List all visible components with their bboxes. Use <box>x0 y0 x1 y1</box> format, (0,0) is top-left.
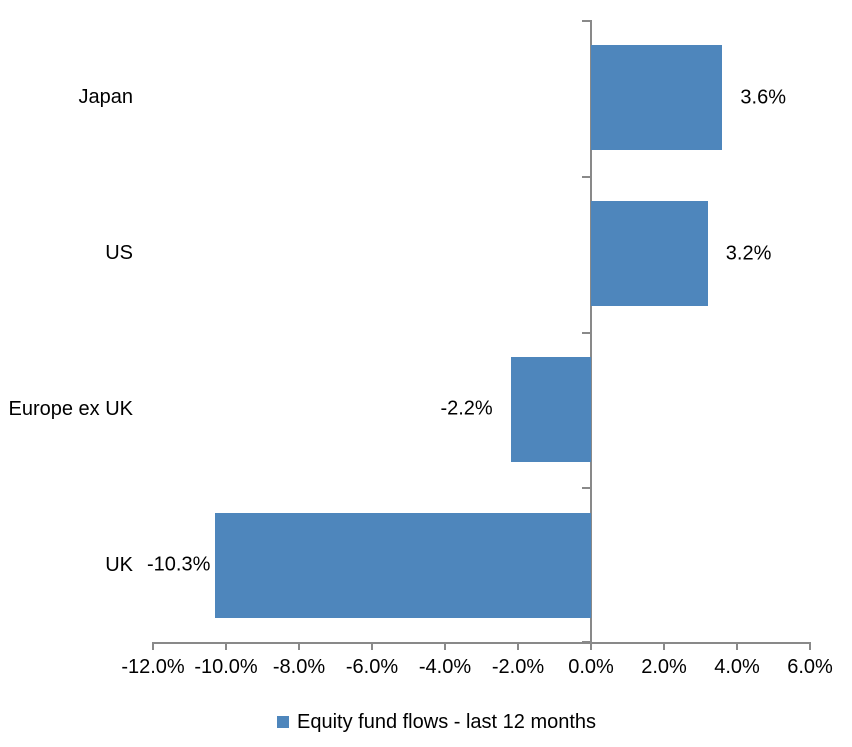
value-label: -2.2% <box>440 397 493 420</box>
x-axis-tick <box>225 644 227 650</box>
y-axis-tick <box>582 20 590 22</box>
x-tick-label: 4.0% <box>714 656 760 678</box>
bar-japan <box>591 45 723 151</box>
category-label: US <box>105 242 133 265</box>
x-axis-tick <box>371 644 373 650</box>
x-tick-label: -6.0% <box>345 656 399 678</box>
bar-europe-ex-uk <box>510 356 591 462</box>
legend-label: Equity fund flows - last 12 months <box>297 710 597 733</box>
category-label: UK <box>105 553 133 576</box>
x-tick-label: 0.0% <box>568 656 614 678</box>
bar-uk <box>215 512 591 618</box>
x-axis-tick <box>152 644 154 650</box>
x-axis-tick <box>298 644 300 650</box>
y-axis-tick <box>582 332 590 334</box>
y-axis-line <box>590 20 592 643</box>
y-axis-tick <box>582 176 590 178</box>
x-axis-tick <box>809 644 811 650</box>
x-axis-tick <box>663 644 665 650</box>
x-tick-label: -2.0% <box>491 656 545 678</box>
value-label: 3.6% <box>740 86 786 109</box>
plot-area: 3.6% 3.2% -2.2% -10.3% <box>147 20 811 650</box>
value-label: -10.3% <box>147 553 211 576</box>
x-tick-label: 2.0% <box>641 656 687 678</box>
x-tick-label: -10.0% <box>194 656 258 678</box>
x-tick-label: -8.0% <box>272 656 326 678</box>
legend-marker-icon <box>277 716 289 728</box>
value-label: 3.2% <box>725 242 772 265</box>
x-tick-label: -12.0% <box>121 656 185 678</box>
x-axis-tick <box>517 644 519 650</box>
x-tick-label: -4.0% <box>418 656 472 678</box>
y-axis-tick <box>582 487 590 489</box>
x-axis-tick <box>736 644 738 650</box>
x-axis-line <box>152 642 811 644</box>
bar-us <box>591 201 708 307</box>
x-axis-tick <box>444 644 446 650</box>
x-axis-tick <box>590 644 592 650</box>
category-label: Japan <box>78 86 134 109</box>
category-label: Europe ex UK <box>8 397 133 420</box>
x-tick-label: 6.0% <box>787 656 833 678</box>
legend: Equity fund flows - last 12 months <box>277 710 596 734</box>
